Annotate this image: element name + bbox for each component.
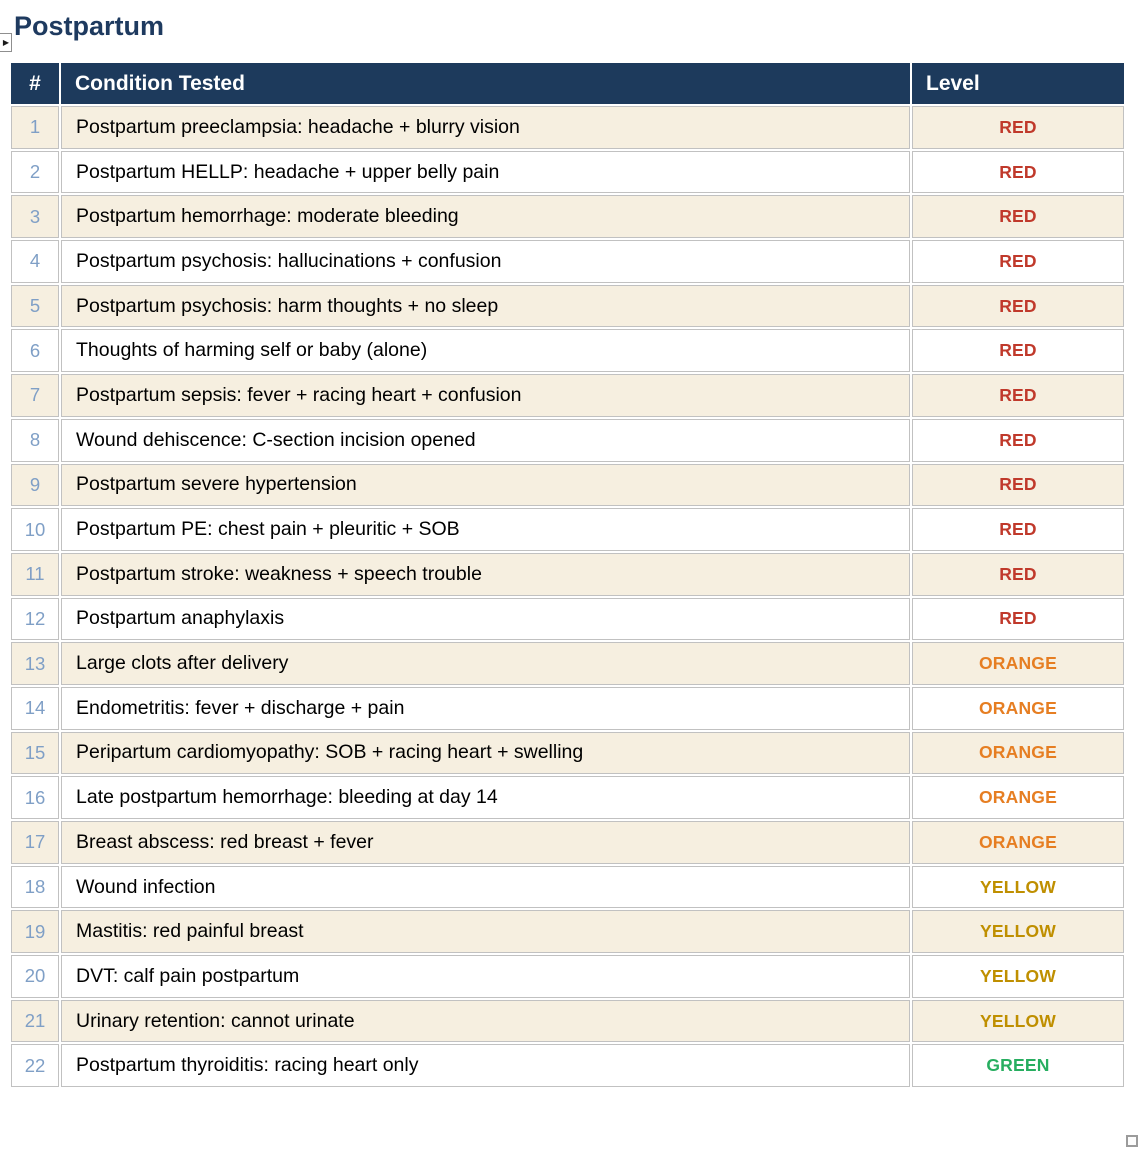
column-header-number: #	[11, 63, 59, 104]
row-number: 3	[11, 195, 59, 239]
level-badge: RED	[912, 597, 1124, 641]
page-title: Postpartum	[14, 11, 165, 41]
column-header-condition: Condition Tested	[61, 63, 910, 104]
level-badge: ORANGE	[912, 731, 1124, 775]
row-number: 14	[11, 686, 59, 730]
table-body: 1 Postpartum preeclampsia: headache + bl…	[11, 106, 1124, 1088]
condition-cell: Breast abscess: red breast + fever	[61, 821, 910, 864]
row-number: 15	[11, 731, 59, 775]
level-badge: RED	[912, 508, 1124, 551]
row-number: 1	[11, 106, 59, 149]
condition-cell: Postpartum hemorrhage: moderate bleeding	[61, 195, 910, 239]
level-badge: RED	[912, 240, 1124, 283]
condition-cell: Large clots after delivery	[61, 642, 910, 685]
level-badge: YELLOW	[912, 865, 1124, 909]
table-row: 10 Postpartum PE: chest pain + pleuritic…	[11, 508, 1124, 551]
conditions-table: # Condition Tested Level 1 Postpartum pr…	[9, 61, 1126, 1089]
condition-cell: Endometritis: fever + discharge + pain	[61, 686, 910, 730]
level-badge: ORANGE	[912, 686, 1124, 730]
condition-cell: Thoughts of harming self or baby (alone)	[61, 329, 910, 373]
row-number: 18	[11, 865, 59, 909]
row-number: 17	[11, 821, 59, 864]
level-badge: ORANGE	[912, 642, 1124, 685]
row-number: 12	[11, 597, 59, 641]
level-badge: RED	[912, 418, 1124, 462]
condition-cell: Postpartum sepsis: fever + racing heart …	[61, 374, 910, 417]
row-number: 20	[11, 955, 59, 998]
row-number: 13	[11, 642, 59, 685]
condition-cell: Wound dehiscence: C-section incision ope…	[61, 418, 910, 462]
row-number: 5	[11, 284, 59, 328]
table-row: 18 Wound infection YELLOW	[11, 865, 1124, 909]
condition-cell: Late postpartum hemorrhage: bleeding at …	[61, 776, 910, 819]
table-row: 4 Postpartum psychosis: hallucinations +…	[11, 240, 1124, 283]
sidebar-expand-button[interactable]: ▶	[0, 33, 12, 52]
table-row: 16 Late postpartum hemorrhage: bleeding …	[11, 776, 1124, 819]
condition-cell: Postpartum PE: chest pain + pleuritic + …	[61, 508, 910, 551]
table-row: 9 Postpartum severe hypertension RED	[11, 463, 1124, 507]
condition-cell: Wound infection	[61, 865, 910, 909]
table-row: 2 Postpartum HELLP: headache + upper bel…	[11, 150, 1124, 194]
resize-handle[interactable]	[1126, 1135, 1138, 1147]
row-number: 22	[11, 1044, 59, 1088]
table-row: 3 Postpartum hemorrhage: moderate bleedi…	[11, 195, 1124, 239]
table-row: 14 Endometritis: fever + discharge + pai…	[11, 686, 1124, 730]
condition-cell: Postpartum anaphylaxis	[61, 597, 910, 641]
row-number: 10	[11, 508, 59, 551]
condition-cell: Peripartum cardiomyopathy: SOB + racing …	[61, 731, 910, 775]
table-row: 5 Postpartum psychosis: harm thoughts + …	[11, 284, 1124, 328]
table-row: 20 DVT: calf pain postpartum YELLOW	[11, 955, 1124, 998]
table-row: 12 Postpartum anaphylaxis RED	[11, 597, 1124, 641]
condition-cell: Postpartum stroke: weakness + speech tro…	[61, 552, 910, 596]
table-row: 15 Peripartum cardiomyopathy: SOB + raci…	[11, 731, 1124, 775]
row-number: 4	[11, 240, 59, 283]
row-number: 8	[11, 418, 59, 462]
condition-cell: Postpartum severe hypertension	[61, 463, 910, 507]
condition-cell: Urinary retention: cannot urinate	[61, 999, 910, 1043]
condition-cell: Postpartum psychosis: hallucinations + c…	[61, 240, 910, 283]
row-number: 7	[11, 374, 59, 417]
level-badge: GREEN	[912, 1044, 1124, 1088]
condition-cell: Postpartum psychosis: harm thoughts + no…	[61, 284, 910, 328]
condition-cell: DVT: calf pain postpartum	[61, 955, 910, 998]
row-number: 16	[11, 776, 59, 819]
row-number: 11	[11, 552, 59, 596]
row-number: 21	[11, 999, 59, 1043]
column-header-level: Level	[912, 63, 1124, 104]
level-badge: ORANGE	[912, 776, 1124, 819]
row-number: 6	[11, 329, 59, 373]
level-badge: RED	[912, 374, 1124, 417]
level-badge: RED	[912, 150, 1124, 194]
row-number: 19	[11, 910, 59, 954]
table-row: 22 Postpartum thyroiditis: racing heart …	[11, 1044, 1124, 1088]
level-badge: RED	[912, 329, 1124, 373]
row-number: 9	[11, 463, 59, 507]
header-row: # Condition Tested Level	[11, 63, 1124, 104]
condition-cell: Postpartum thyroiditis: racing heart onl…	[61, 1044, 910, 1088]
table-row: 17 Breast abscess: red breast + fever OR…	[11, 821, 1124, 864]
level-badge: ORANGE	[912, 821, 1124, 864]
table-row: 19 Mastitis: red painful breast YELLOW	[11, 910, 1124, 954]
table-header: # Condition Tested Level	[11, 63, 1124, 104]
level-badge: RED	[912, 284, 1124, 328]
level-badge: RED	[912, 463, 1124, 507]
table-row: 1 Postpartum preeclampsia: headache + bl…	[11, 106, 1124, 149]
table-row: 13 Large clots after delivery ORANGE	[11, 642, 1124, 685]
right-arrow-icon: ▶	[2, 37, 9, 47]
level-badge: RED	[912, 106, 1124, 149]
level-badge: YELLOW	[912, 955, 1124, 998]
table-row: 8 Wound dehiscence: C-section incision o…	[11, 418, 1124, 462]
row-number: 2	[11, 150, 59, 194]
level-badge: YELLOW	[912, 910, 1124, 954]
level-badge: RED	[912, 552, 1124, 596]
level-badge: YELLOW	[912, 999, 1124, 1043]
condition-cell: Postpartum HELLP: headache + upper belly…	[61, 150, 910, 194]
table-row: 21 Urinary retention: cannot urinate YEL…	[11, 999, 1124, 1043]
condition-cell: Mastitis: red painful breast	[61, 910, 910, 954]
table-row: 6 Thoughts of harming self or baby (alon…	[11, 329, 1124, 373]
table-row: 11 Postpartum stroke: weakness + speech …	[11, 552, 1124, 596]
table-row: 7 Postpartum sepsis: fever + racing hear…	[11, 374, 1124, 417]
condition-cell: Postpartum preeclampsia: headache + blur…	[61, 106, 910, 149]
level-badge: RED	[912, 195, 1124, 239]
